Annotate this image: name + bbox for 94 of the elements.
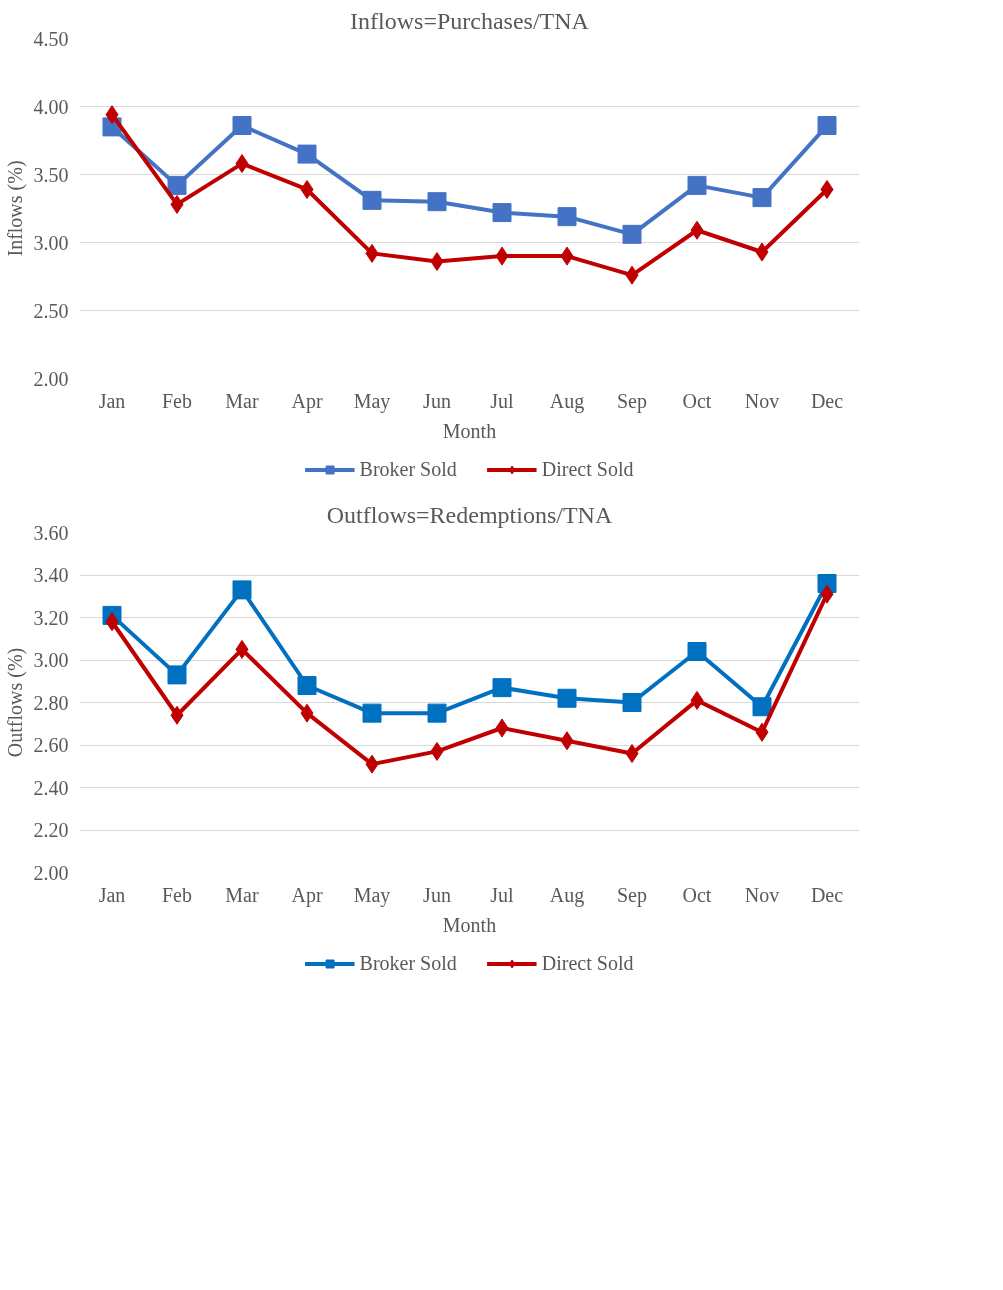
x-tick-label: Oct	[682, 883, 712, 906]
x-tick-label: Jun	[423, 883, 451, 906]
x-tick-label: Mar	[225, 883, 259, 906]
x-tick-label: May	[353, 389, 391, 413]
x-tick-label: May	[353, 883, 391, 907]
point	[170, 705, 184, 725]
x-axis-title: Month	[442, 913, 497, 936]
y-tick-label: 4.00	[33, 95, 69, 118]
x-tick-label: Mar	[225, 389, 259, 412]
x-tick-label: Jul	[490, 883, 515, 906]
point	[427, 192, 447, 212]
point	[167, 175, 187, 195]
point	[365, 754, 379, 774]
x-tick-label: Apr	[291, 389, 323, 413]
y-axis-title: Inflows (%)	[3, 160, 27, 257]
point	[560, 731, 574, 751]
x-tick-label: Dec	[810, 389, 844, 412]
x-tick-label: Jan	[98, 389, 126, 412]
point	[365, 243, 379, 263]
x-tick-label: Feb	[162, 883, 192, 906]
x-tick-label: Aug	[549, 883, 585, 907]
point	[817, 116, 837, 136]
point	[300, 179, 314, 199]
point	[625, 744, 639, 763]
point	[690, 690, 704, 710]
legend-label: Direct Sold	[541, 951, 634, 975]
point	[560, 246, 574, 266]
x-tick-label: Jan	[98, 883, 126, 906]
x-tick-label: Feb	[162, 389, 192, 412]
x-tick-label: Oct	[682, 389, 712, 412]
x-tick-label: Aug	[549, 389, 585, 413]
x-tick-label: Sep	[617, 389, 647, 413]
point	[755, 242, 769, 262]
y-tick-label: 3.00	[33, 649, 69, 671]
point	[820, 584, 834, 604]
point	[752, 188, 772, 208]
point	[687, 175, 707, 195]
point	[557, 688, 577, 708]
x-tick-label: Nov	[744, 883, 780, 906]
x-tick-label: Jun	[423, 389, 451, 412]
point	[235, 154, 249, 174]
point	[232, 116, 252, 136]
point	[625, 265, 639, 285]
x-tick-label: Sep	[617, 883, 647, 907]
chart-title: Outflows=Redemptions/TNA	[326, 501, 613, 528]
point	[820, 179, 834, 199]
point	[755, 722, 769, 742]
y-tick-label: 2.60	[33, 734, 69, 756]
legend-label: Broker Sold	[359, 457, 457, 481]
point	[297, 676, 317, 695]
point	[430, 741, 444, 761]
point	[690, 220, 704, 240]
point	[492, 678, 512, 698]
point	[687, 642, 707, 661]
point	[235, 639, 249, 659]
y-tick-label: 2.00	[33, 861, 69, 884]
point	[492, 203, 512, 223]
y-axis-title: Outflows (%)	[3, 647, 27, 758]
point	[167, 665, 187, 685]
point	[300, 703, 314, 723]
y-tick-label: 3.60	[33, 521, 69, 544]
y-tick-label: 2.00	[33, 367, 69, 390]
y-tick-label: 4.50	[33, 27, 69, 50]
x-tick-label: Jul	[490, 389, 515, 412]
y-tick-label: 2.20	[33, 819, 69, 841]
point	[557, 207, 577, 227]
point	[362, 190, 382, 210]
x-axis-title: Month	[442, 419, 497, 442]
point	[495, 718, 509, 738]
point	[232, 580, 252, 600]
x-tick-label: Nov	[744, 389, 780, 412]
point	[427, 703, 447, 723]
point	[752, 697, 772, 717]
point	[430, 252, 444, 272]
y-tick-label: 3.50	[33, 163, 69, 186]
y-tick-label: 2.80	[33, 691, 69, 714]
point	[105, 105, 119, 125]
point	[170, 194, 184, 214]
chart-title: Inflows=Purchases/TNA	[350, 7, 590, 34]
legend-label: Broker Sold	[359, 951, 457, 975]
x-tick-label: Apr	[291, 883, 323, 907]
y-tick-label: 2.40	[33, 776, 69, 799]
y-tick-label: 2.50	[33, 299, 69, 322]
legend-label: Direct Sold	[541, 457, 634, 481]
point	[297, 144, 317, 164]
y-tick-label: 3.00	[33, 231, 69, 254]
x-tick-label: Dec	[810, 883, 844, 906]
y-tick-label: 3.20	[33, 606, 69, 629]
point	[622, 224, 642, 244]
point	[622, 693, 642, 712]
point	[362, 703, 382, 723]
point	[495, 246, 509, 266]
point	[105, 612, 119, 632]
y-tick-label: 3.40	[33, 564, 69, 586]
